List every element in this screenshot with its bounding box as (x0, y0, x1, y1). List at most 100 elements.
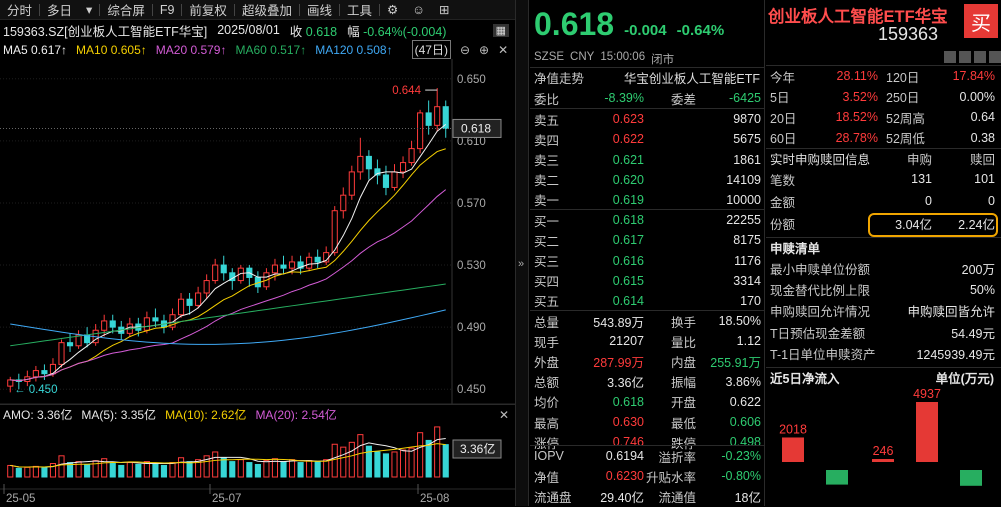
minus-icon[interactable]: ⊖ (459, 42, 470, 57)
kline-chart[interactable]: 0.650 0.610 0.570 0.530 0.490 0.450 0.644 ← 0.4… (0, 59, 515, 506)
tab-intraday[interactable]: 分时 (7, 4, 33, 18)
edit-icon[interactable] (944, 51, 956, 63)
stat-row: 外盘 287.99万 内盘 255.91万 (530, 351, 765, 371)
grid-icon[interactable]: ▦ (492, 23, 509, 37)
bid-row: 买二 0.617 8175 (530, 230, 765, 250)
redeem-header: 实时申购赎回信息 申购 赎回 (766, 148, 1001, 169)
stat-value: 543.89万 (593, 315, 644, 330)
redeem-label: 份额 (770, 217, 796, 232)
close-icon[interactable] (989, 51, 1001, 63)
candle-body (220, 264, 227, 274)
share-icon[interactable] (974, 51, 986, 63)
volume-bar (340, 446, 347, 478)
candle-body (314, 256, 321, 263)
ask-row: 卖四 0.622 5675 (530, 129, 765, 149)
list-value: 1245939.49元 (916, 347, 995, 362)
list-label: T日预估现金差额 (770, 326, 866, 341)
volume-bar (417, 432, 424, 478)
security-name: 159363.SZ[创业板人工智能ETF华宝] (3, 24, 208, 39)
candle-body (425, 112, 432, 126)
plus-icon[interactable]: ⊕ (479, 42, 490, 57)
perf-label: 60日 (770, 132, 797, 147)
buy-button[interactable]: 买 (964, 4, 998, 38)
ma60-label: MA60 0.517↑ (235, 42, 307, 57)
level-volume: 1861 (733, 152, 761, 167)
list-label: 最小申赎单位份额 (770, 262, 871, 277)
forward-adjust-button[interactable]: 前复权 (189, 4, 227, 18)
candle-body (331, 210, 338, 254)
draw-line-button[interactable]: 画线 (306, 4, 332, 18)
stat-row: 流通盘 29.40亿 流通值 18亿 (530, 486, 765, 506)
stat-value: 255.91万 (710, 356, 761, 371)
volume-bar (229, 461, 236, 478)
candle-body (195, 292, 202, 306)
stat-value: 0.6194 (605, 449, 644, 464)
order-book-panel: 0.618 -0.004 -0.64% SZSE CNY 15:00:06 闭市… (530, 0, 765, 506)
close-icon[interactable]: ✕ (498, 407, 509, 422)
candle-body (357, 155, 364, 173)
volume-bar (135, 463, 142, 478)
perf-value: 28.78% (835, 130, 878, 145)
level-label: 买三 (534, 255, 560, 270)
volume-bar (425, 439, 432, 478)
nav-header[interactable]: 净值走势 华宝创业板人工智能ETF (530, 67, 765, 87)
fund-code: 159363 (878, 24, 939, 44)
ma5-label: MA5 0.617↑ (3, 42, 68, 57)
volume-bar (323, 459, 330, 478)
volume-bar (49, 463, 57, 478)
volume-bar (254, 463, 261, 478)
stat-value: 29.40亿 (600, 491, 644, 506)
candle-body (288, 261, 296, 269)
level-label: 买一 (534, 214, 560, 229)
level-volume: 22255 (726, 213, 761, 228)
candle-body (408, 148, 415, 164)
bar-date: 2025/08/01 (217, 23, 280, 37)
tab-multiday[interactable]: 多日 (47, 4, 73, 18)
level-price: 0.617 (612, 233, 644, 248)
stat-label: 升贴水率 (645, 470, 696, 485)
candle-body (66, 342, 74, 347)
ma-legend: MA5 0.617↑ MA10 0.605↑ MA20 0.579↑ MA60 … (0, 40, 515, 59)
super-overlay-button[interactable]: 超级叠加 (241, 4, 292, 18)
flow-title: 近5日净流入 (770, 371, 840, 386)
level-label: 卖五 (534, 113, 560, 128)
list-row: 最小申赎单位份额 200万 (766, 258, 1001, 279)
stat-label: 涨停 (534, 436, 560, 451)
order-ratio-value: -8.39% (604, 91, 644, 106)
amo-ma5-line (10, 438, 446, 468)
collapse-icon[interactable]: » (518, 258, 525, 270)
stat-label: 溢折率 (658, 450, 696, 465)
current-price-tag-box (452, 118, 502, 138)
volume-bar (442, 444, 449, 478)
inflow-label: 2018 (779, 422, 807, 436)
stat-row: 总额 3.36亿 振幅 3.86% (530, 372, 765, 392)
panel-divider[interactable]: » (515, 0, 529, 506)
close-icon[interactable]: ✕ (498, 42, 509, 57)
quote-info-bar: 159363.SZ[创业板人工智能ETF华宝] 2025/08/01 收 0.6… (0, 20, 515, 40)
f9-button[interactable]: F9 (159, 2, 175, 17)
layout-icon[interactable]: ⊞ (438, 3, 450, 17)
perf-label: 20日 (770, 111, 797, 126)
dropdown-icon[interactable]: ▾ (86, 3, 93, 17)
amo-ma5: MA(5): 3.35亿 (81, 408, 157, 422)
change-value: -0.64%(-0.004) (363, 24, 447, 39)
volume-bar (357, 434, 364, 478)
days-button[interactable]: (47日) (411, 40, 451, 59)
volume-bar (220, 457, 227, 478)
smile-icon[interactable]: ☺ (412, 2, 425, 17)
candle-body (41, 370, 48, 375)
tools-button[interactable]: 工具 (346, 4, 372, 18)
nav-trend-label[interactable]: 净值走势 (534, 71, 585, 86)
divider (338, 3, 340, 16)
level-price: 0.620 (612, 172, 644, 187)
add-icon[interactable] (959, 51, 971, 63)
volume-panel: 3.36亿 25-05 25-07 25-08 (0, 403, 515, 505)
perf-label: 52周低 (886, 132, 925, 147)
volume-bar (365, 445, 372, 478)
volume-bar (186, 461, 193, 478)
settings-icon[interactable]: ⚙ (386, 3, 399, 17)
composite-screen-button[interactable]: 综合屏 (107, 4, 145, 18)
divider (151, 3, 153, 16)
stat-value: 18亿 (734, 491, 761, 506)
candle-body (280, 264, 287, 269)
